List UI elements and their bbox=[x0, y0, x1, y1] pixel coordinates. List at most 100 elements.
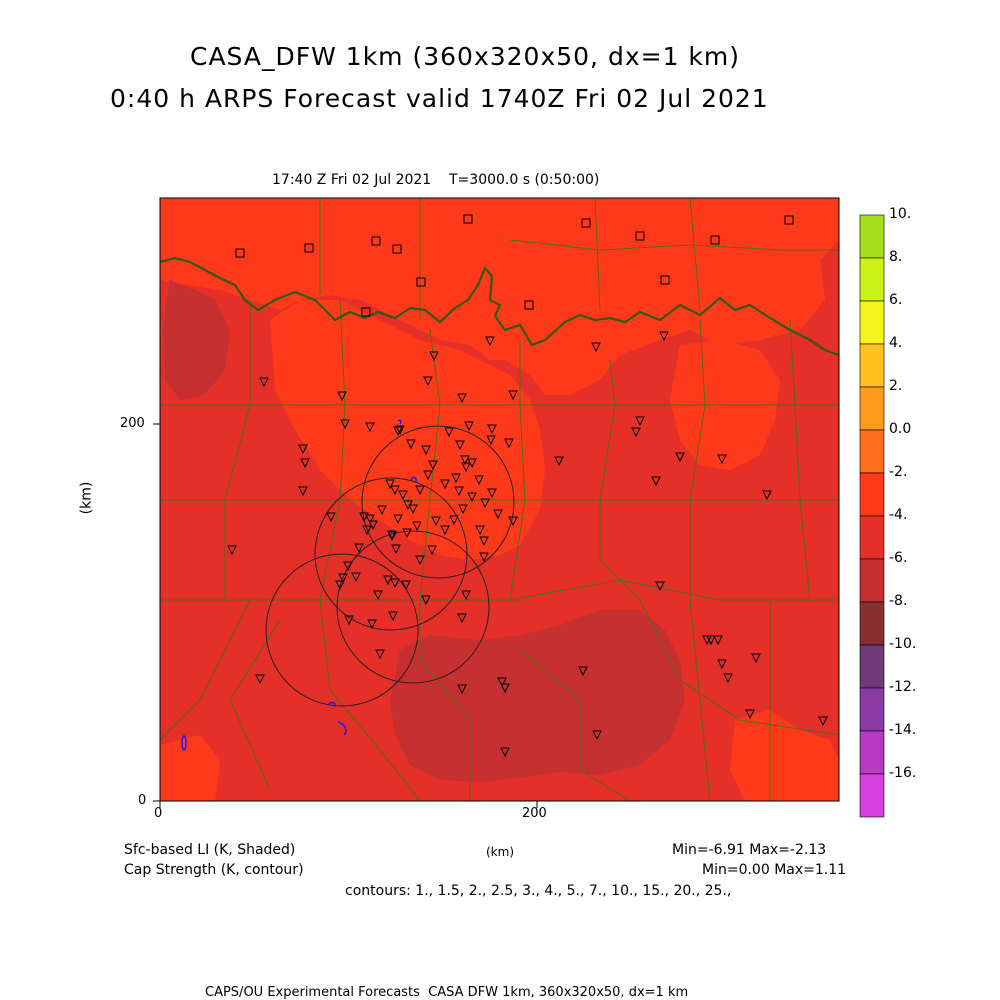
station-triangle bbox=[402, 528, 412, 539]
li-cool-region-south bbox=[390, 610, 685, 782]
axis-ticks bbox=[153, 423, 538, 808]
station-triangle bbox=[480, 498, 490, 509]
colorbar-swatch bbox=[859, 730, 885, 775]
station-triangle bbox=[429, 351, 439, 362]
station-triangle bbox=[818, 716, 828, 727]
station-triangle bbox=[300, 458, 310, 469]
county-line bbox=[789, 319, 811, 601]
station-triangle bbox=[475, 525, 485, 536]
site-square bbox=[524, 300, 534, 310]
li-warm-region-north bbox=[160, 198, 839, 395]
station-triangle bbox=[474, 475, 484, 486]
station-triangle bbox=[631, 427, 641, 438]
station-triangle bbox=[479, 552, 489, 563]
colorbar-label: -16. bbox=[889, 765, 917, 781]
title-line-1: CASA_DFW 1km (360x320x50, dx=1 km) bbox=[190, 42, 741, 71]
colorbar-swatch bbox=[859, 515, 885, 560]
station-triangle bbox=[444, 427, 454, 438]
radar-ring bbox=[336, 530, 490, 684]
site-square bbox=[710, 235, 720, 245]
county-line bbox=[599, 359, 641, 601]
state-border bbox=[160, 256, 839, 357]
colorbar-swatch bbox=[859, 687, 885, 732]
station-triangle bbox=[406, 439, 416, 450]
contour-field-label: Cap Strength (K, contour) bbox=[124, 862, 304, 878]
site-square bbox=[660, 275, 670, 285]
station-triangle bbox=[486, 435, 496, 446]
site-square bbox=[784, 215, 794, 225]
station-triangle bbox=[431, 516, 441, 527]
station-triangle bbox=[497, 677, 507, 688]
site-square bbox=[304, 243, 314, 253]
station-triangle bbox=[390, 485, 400, 496]
radar-ring bbox=[265, 553, 419, 707]
station-triangle bbox=[375, 649, 385, 660]
station-triangle bbox=[412, 521, 422, 532]
station-triangle bbox=[351, 572, 361, 583]
li-warm-region-southwest bbox=[160, 735, 220, 801]
county-line bbox=[519, 579, 839, 601]
station-triangle bbox=[255, 674, 265, 685]
colorbar-label: 6. bbox=[889, 292, 903, 308]
colorbar-label: -12. bbox=[889, 679, 917, 695]
colorbar-label: 4. bbox=[889, 335, 903, 351]
station-triangle bbox=[387, 531, 397, 542]
county-line bbox=[319, 299, 346, 691]
station-triangle bbox=[578, 666, 588, 677]
station-triangle bbox=[457, 684, 467, 695]
station-triangle bbox=[393, 514, 403, 525]
station-triangle bbox=[326, 512, 336, 523]
station-triangle bbox=[415, 485, 425, 496]
site-square bbox=[361, 307, 371, 317]
x-tick-label-0: 0 bbox=[154, 806, 163, 821]
station-triangle bbox=[493, 509, 503, 520]
station-triangle bbox=[651, 476, 661, 487]
colorbar-swatch bbox=[859, 214, 885, 259]
contour-levels: contours: 1., 1.5, 2., 2.5, 3., 4., 5., … bbox=[345, 883, 732, 899]
radar-rings bbox=[265, 425, 515, 707]
county-line bbox=[224, 300, 251, 600]
colorbar-swatch bbox=[859, 386, 885, 431]
plot-subtitle: 17:40 Z Fri 02 Jul 2021 T=3000.0 s (0:50… bbox=[272, 172, 600, 188]
station-triangle bbox=[395, 425, 405, 436]
station-triangle bbox=[377, 505, 387, 516]
station-triangle bbox=[362, 525, 372, 536]
colorbar-swatch bbox=[859, 429, 885, 474]
colorbar-swatch bbox=[859, 773, 885, 818]
station-triangle bbox=[659, 331, 669, 342]
station-triangle bbox=[340, 419, 350, 430]
site-square bbox=[416, 277, 426, 287]
station-triangle bbox=[487, 424, 497, 435]
county-line bbox=[419, 659, 471, 801]
station-triangle bbox=[373, 590, 383, 601]
colorbar-swatch bbox=[859, 343, 885, 388]
station-triangle bbox=[393, 426, 403, 437]
colorbar-swatch bbox=[859, 257, 885, 302]
contour-min-max: Min=0.00 Max=1.11 bbox=[702, 862, 847, 878]
county-line bbox=[229, 619, 281, 791]
colorbar-label: 2. bbox=[889, 378, 903, 394]
station-triangle bbox=[415, 555, 425, 566]
station-triangle bbox=[706, 635, 716, 646]
station-triangle bbox=[449, 515, 459, 526]
station-triangle bbox=[335, 580, 345, 591]
y-tick-label-200: 200 bbox=[120, 416, 145, 431]
county-line bbox=[509, 340, 526, 601]
station-triangle bbox=[359, 512, 369, 523]
cap-contour bbox=[397, 419, 402, 425]
station-triangle bbox=[467, 458, 477, 469]
site-square bbox=[235, 248, 245, 258]
county-line bbox=[419, 329, 441, 660]
station-triangle bbox=[635, 416, 645, 427]
county-line bbox=[509, 239, 839, 251]
station-triangle bbox=[500, 747, 510, 758]
station-triangle bbox=[298, 444, 308, 455]
station-triangle bbox=[508, 516, 518, 527]
colorbar bbox=[859, 214, 885, 818]
station-triangle bbox=[467, 492, 477, 503]
station-triangle bbox=[421, 445, 431, 456]
colorbar-label: 0.0 bbox=[889, 421, 912, 437]
cap-contour bbox=[337, 721, 347, 736]
station-triangle bbox=[723, 673, 733, 684]
station-triangle bbox=[591, 342, 601, 353]
